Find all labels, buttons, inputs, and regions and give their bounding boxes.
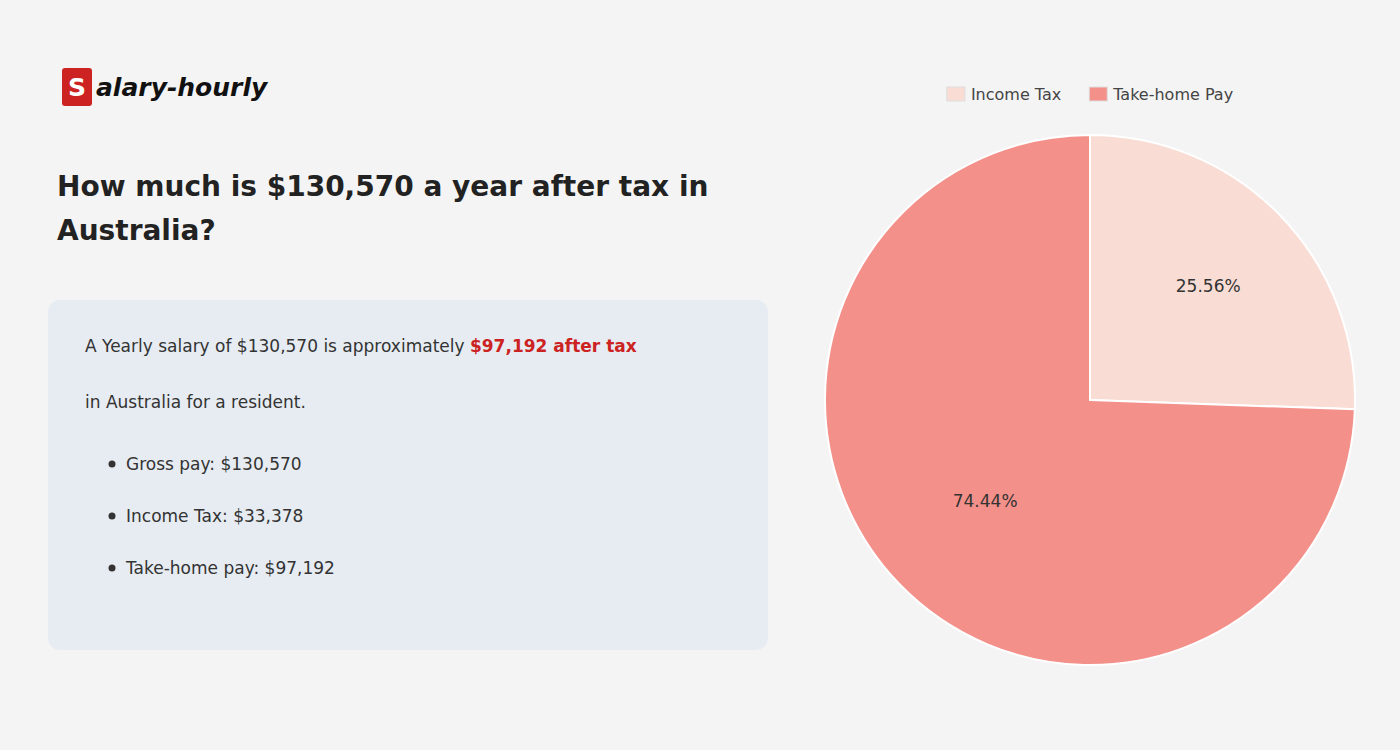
bullet: Take-home pay: $97,192 bbox=[125, 558, 335, 578]
bullet-dot bbox=[109, 565, 116, 572]
legend: Income Tax Take-home Pay bbox=[947, 85, 1233, 104]
legend-swatch bbox=[947, 87, 965, 101]
bullet-dot bbox=[109, 513, 116, 520]
chart: Salary-hourly How much is $130,570 a year… bbox=[0, 0, 1400, 750]
brand: Salary-hourly bbox=[62, 68, 269, 106]
legend-swatch bbox=[1089, 87, 1107, 101]
bullet-dot bbox=[109, 461, 116, 468]
legend-item: Income Tax bbox=[947, 85, 1061, 104]
brand-name: alary-hourly bbox=[96, 73, 269, 102]
legend-label: Income Tax bbox=[971, 85, 1061, 104]
title: How much is $130,570 a year after tax in bbox=[57, 170, 708, 203]
data-labels: 25.56% 74.44% bbox=[953, 276, 1241, 511]
pie-slice bbox=[1090, 135, 1355, 409]
bullet: Gross pay: $130,570 bbox=[126, 454, 302, 474]
brand-initial: S bbox=[68, 73, 86, 102]
legend-item: Take-home Pay bbox=[1089, 85, 1233, 104]
bullet: Income Tax: $33,378 bbox=[126, 506, 303, 526]
summary-highlight: $97,192 after tax bbox=[470, 336, 637, 356]
summary: A Yearly salary of $130,570 is approxima… bbox=[85, 336, 637, 356]
info-box bbox=[48, 300, 768, 650]
pie bbox=[825, 135, 1355, 665]
data-label: 25.56% bbox=[1176, 276, 1241, 296]
summary-text: A Yearly salary of $130,570 is approxima… bbox=[85, 336, 470, 356]
summary-line: in Australia for a resident. bbox=[85, 392, 306, 412]
legend-label: Take-home Pay bbox=[1112, 85, 1233, 104]
data-label: 74.44% bbox=[953, 491, 1018, 511]
title: Australia? bbox=[57, 214, 216, 247]
brand-badge bbox=[62, 68, 92, 106]
pie-slice bbox=[825, 135, 1355, 665]
